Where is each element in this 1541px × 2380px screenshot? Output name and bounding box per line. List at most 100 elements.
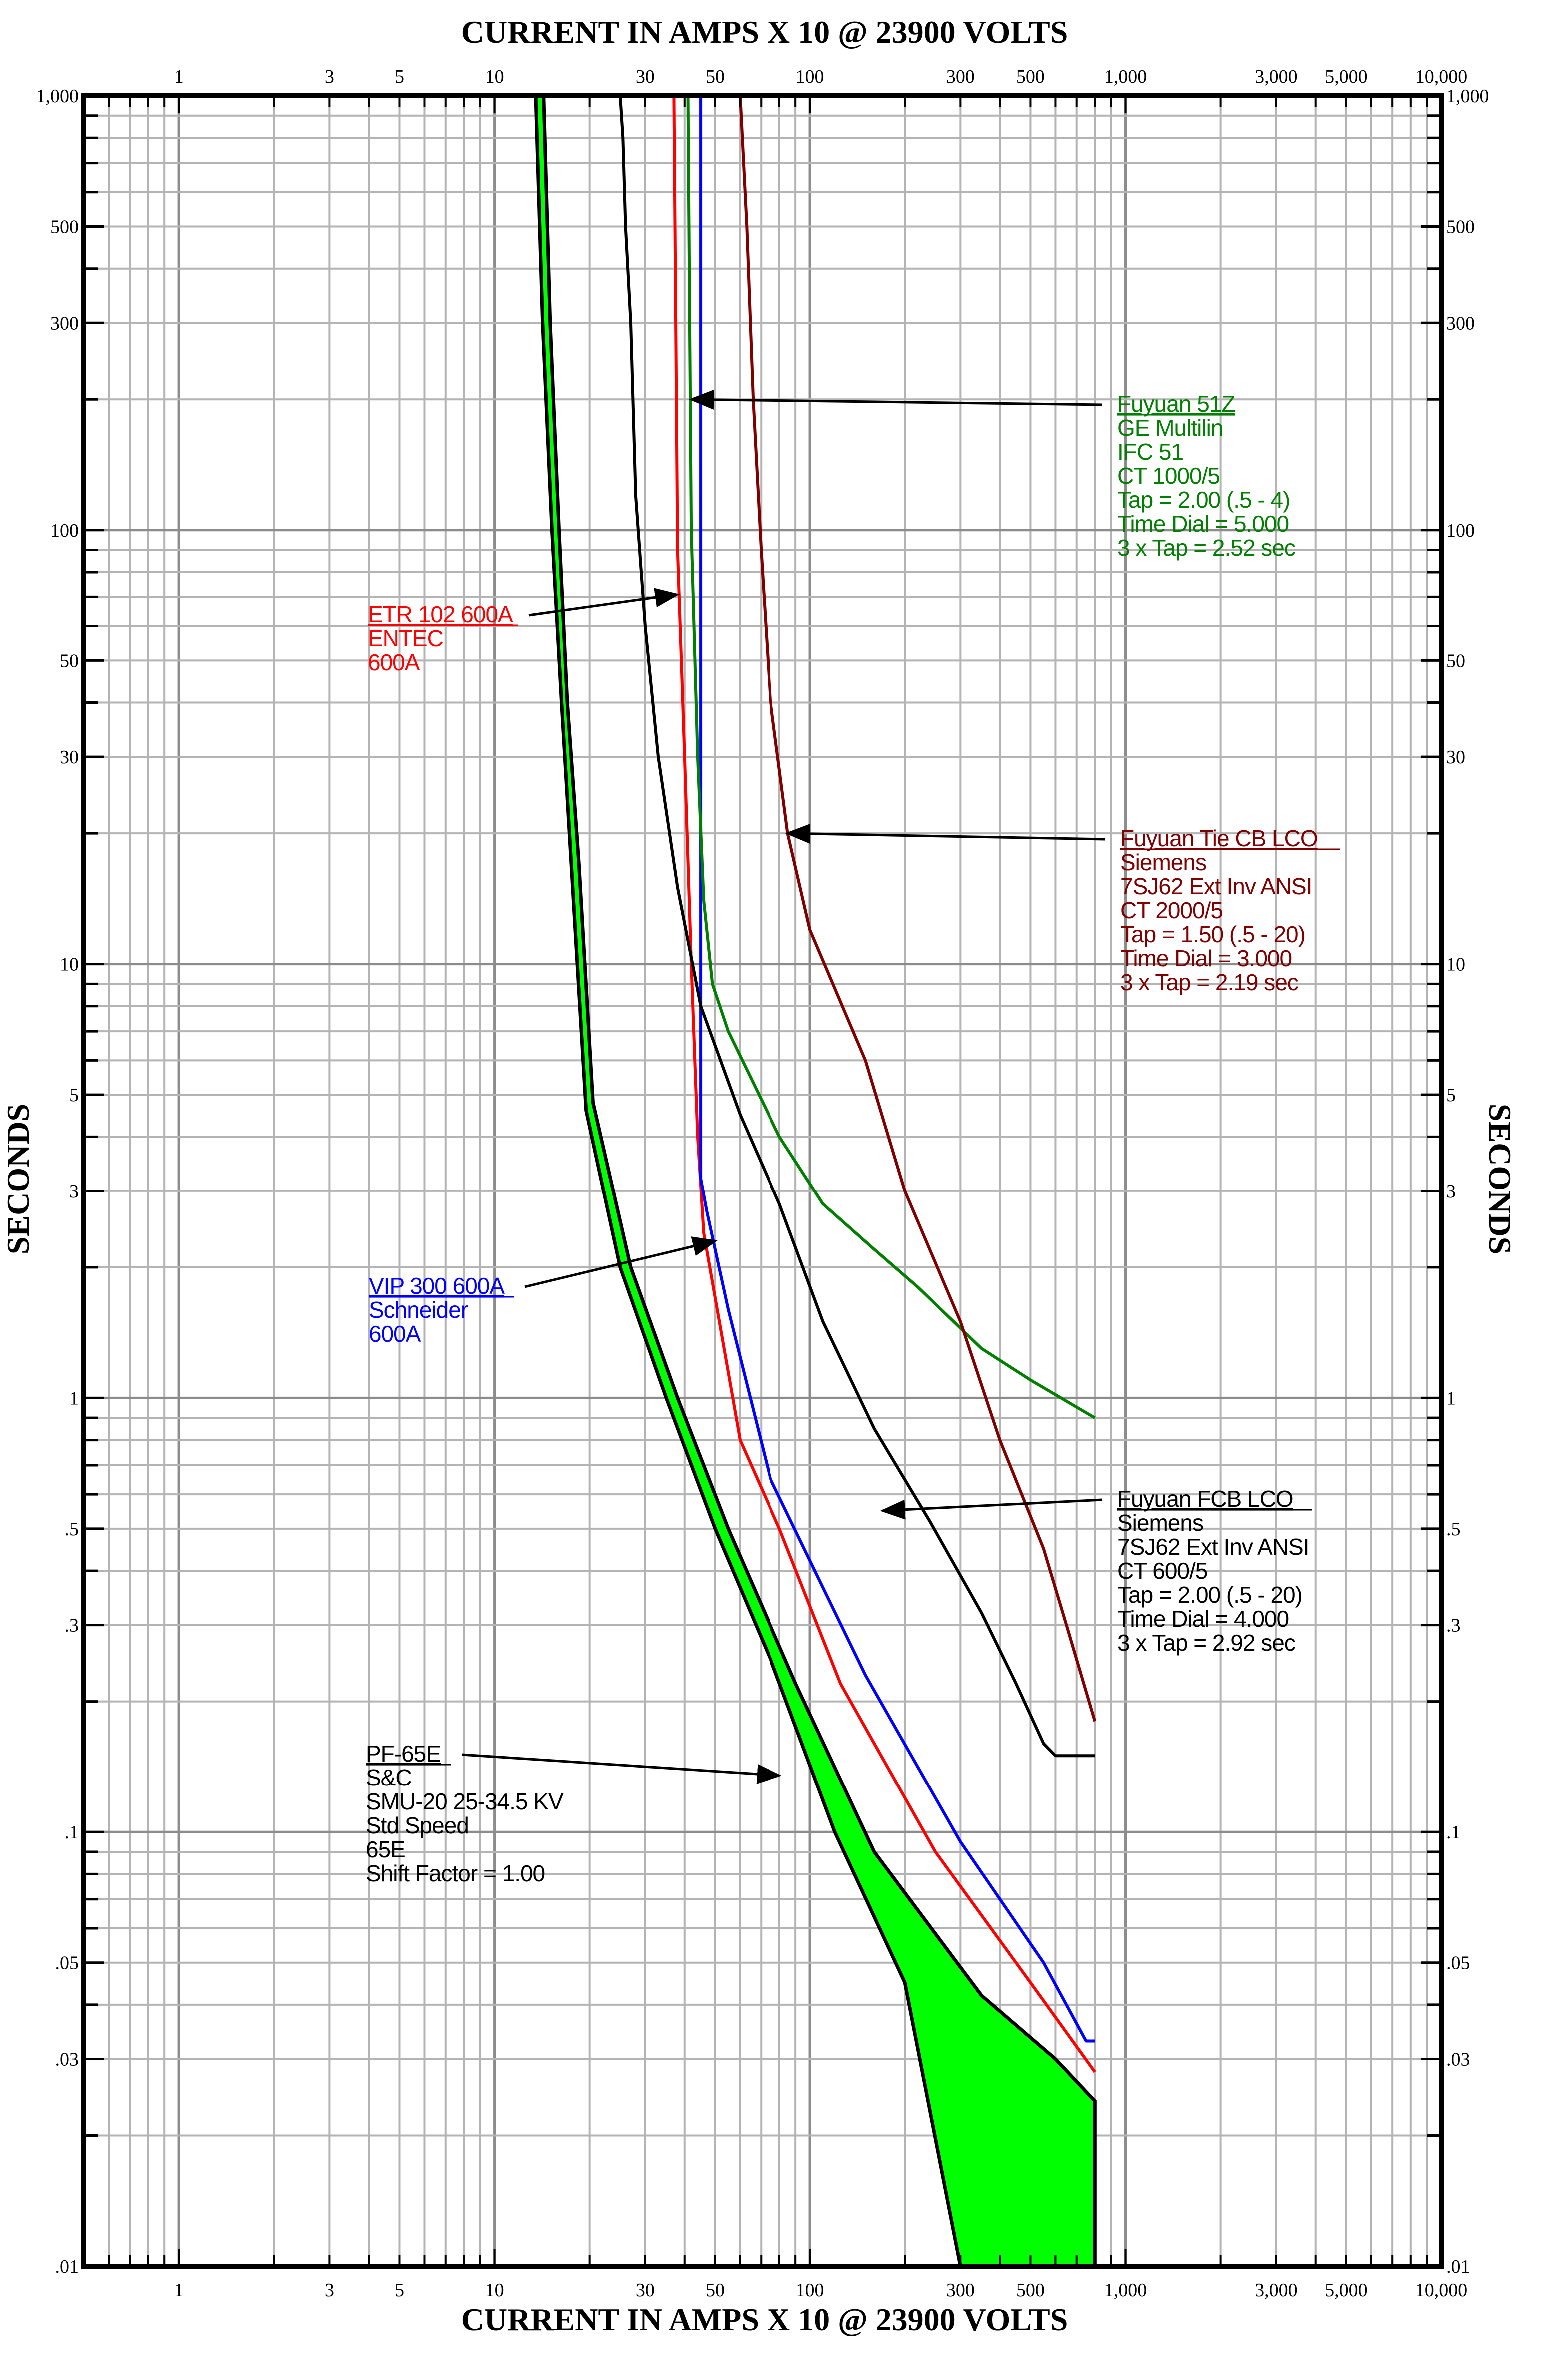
annotation-line: Time Dial = 4.000 xyxy=(1117,1606,1289,1632)
x-tick-label-bottom: 100 xyxy=(796,2280,824,2301)
x-tick-label-bottom: 10,000 xyxy=(1415,2280,1468,2301)
annotation-arrow xyxy=(461,1753,782,1784)
y-tick-label-right: 10 xyxy=(1446,954,1465,975)
annotation-line: Shift Factor = 1.00 xyxy=(366,1860,545,1886)
y-tick-label-left: 10 xyxy=(60,954,79,975)
x-tick-label-bottom: 500 xyxy=(1016,2280,1045,2301)
y-tick-label-right: .05 xyxy=(1446,1953,1470,1974)
annotation-line: 3 x Tap = 2.19 sec xyxy=(1120,969,1298,995)
annotation-line: Time Dial = 3.000 xyxy=(1120,945,1292,971)
x-tick-label-bottom: 10 xyxy=(485,2280,504,2301)
curve-etr-102-600a xyxy=(672,95,1096,2073)
annotation-line: GE Multilin xyxy=(1117,415,1223,441)
x-tick-label-top: 1 xyxy=(174,66,184,87)
x-tick-label-bottom: 5,000 xyxy=(1325,2280,1368,2301)
annotation-line: CT 1000/5 xyxy=(1117,463,1220,489)
annotation-arrow xyxy=(524,1236,718,1288)
annotation-line: Time Dial = 5.000 xyxy=(1117,511,1289,537)
x-tick-label-top: 3,000 xyxy=(1255,66,1298,87)
annotation-title: Fuyuan Tie CB LCO xyxy=(1120,825,1318,851)
x-tick-label-bottom: 50 xyxy=(706,2280,725,2301)
annotation-line: Tap = 2.00 (.5 - 20) xyxy=(1117,1582,1302,1608)
curve-fuyuan-fcb-lco xyxy=(618,95,1095,1758)
curve-layer xyxy=(618,95,1097,2073)
annotation-title: ETR 102 600A xyxy=(368,601,513,627)
annotation-line: IFC 51 xyxy=(1117,439,1183,465)
x-tick-label-top: 5,000 xyxy=(1325,66,1368,87)
x-tick-label-bottom: 1 xyxy=(174,2280,184,2301)
grid-lines xyxy=(83,94,1443,2268)
x-tick-label-top: 30 xyxy=(636,66,655,87)
y-tick-label-left: 300 xyxy=(50,313,79,334)
y-tick-label-right: 50 xyxy=(1446,650,1465,671)
y-tick-label-right: 100 xyxy=(1446,520,1475,541)
x-tick-label-bottom: 300 xyxy=(946,2280,975,2301)
fuse-min-melt-curve xyxy=(534,95,962,2267)
y-tick-label-right: 30 xyxy=(1446,747,1465,768)
y-tick-label-left: 30 xyxy=(60,747,79,768)
curve-fuyuan-tie-cb-lco xyxy=(739,95,1097,1722)
annotation-line: 600A xyxy=(369,1321,421,1347)
curve-fuyuan-51z xyxy=(686,95,1096,1419)
x-tick-label-top: 500 xyxy=(1016,66,1045,87)
annotation-line: 7SJ62 Ext Inv ANSI xyxy=(1117,1534,1309,1560)
annotation-title: Fuyuan 51Z xyxy=(1117,391,1235,417)
y-tick-label-right: 1,000 xyxy=(1446,86,1489,107)
y-tick-label-left: .1 xyxy=(65,1822,79,1843)
annotation-title: PF-65E xyxy=(366,1741,441,1767)
annotation-line: CT 600/5 xyxy=(1117,1558,1207,1584)
curve-vip-300-600a xyxy=(699,96,1095,2043)
x-tick-label-bottom: 3 xyxy=(325,2280,334,2301)
annotation-line: Tap = 2.00 (.5 - 4) xyxy=(1117,487,1290,513)
y-tick-label-left: .3 xyxy=(65,1615,79,1636)
fuse-band-fill xyxy=(535,96,1095,2266)
y-tick-label-right: .03 xyxy=(1446,2049,1470,2070)
fuse-total-clear-curve xyxy=(542,95,1097,2266)
y-tick-label-right: 300 xyxy=(1446,313,1475,334)
x-tick-label-bottom: 3,000 xyxy=(1255,2280,1298,2301)
top-axis-title: CURRENT IN AMPS X 10 @ 23900 VOLTS xyxy=(461,14,1068,50)
y-tick-label-right: .3 xyxy=(1446,1615,1461,1636)
x-tick-label-top: 10 xyxy=(485,66,504,87)
x-tick-label-top: 3 xyxy=(325,66,334,87)
y-tick-label-right: 5 xyxy=(1446,1085,1456,1106)
annotation-line: 65E xyxy=(366,1836,405,1862)
y-tick-label-left: 5 xyxy=(69,1085,79,1106)
annotation-line: Tap = 1.50 (.5 - 20) xyxy=(1120,921,1305,947)
annotation-title: Fuyuan FCB LCO xyxy=(1117,1486,1293,1512)
x-tick-label-top: 100 xyxy=(796,66,824,87)
y-tick-label-right: 500 xyxy=(1446,217,1475,238)
x-tick-label-bottom: 5 xyxy=(395,2280,404,2301)
x-tick-label-top: 5 xyxy=(395,66,404,87)
x-tick-label-top: 50 xyxy=(706,66,725,87)
plot-frame xyxy=(81,93,1444,2269)
y-tick-label-right: 1 xyxy=(1446,1388,1456,1409)
x-tick-label-top: 10,000 xyxy=(1415,66,1468,87)
x-tick-label-bottom: 1,000 xyxy=(1104,2280,1147,2301)
fuse-band-layer xyxy=(534,95,1097,2267)
y-tick-label-right: 3 xyxy=(1446,1181,1456,1202)
y-tick-label-left: .03 xyxy=(55,2049,79,2070)
y-tick-label-right: .1 xyxy=(1446,1822,1461,1843)
annotation-line: CT 2000/5 xyxy=(1120,897,1223,923)
y-tick-label-right: .01 xyxy=(1446,2256,1470,2277)
annotation-title: VIP 300 600A xyxy=(369,1273,505,1299)
annotation-arrow xyxy=(528,588,680,617)
tick-marks xyxy=(83,96,1441,2268)
annotation-line: Schneider xyxy=(369,1297,468,1323)
y-tick-label-left: 1 xyxy=(69,1388,79,1409)
right-axis-title: SECONDS xyxy=(1482,1104,1518,1254)
annotation-line: Std Speed xyxy=(366,1812,469,1838)
annotation-line: 7SJ62 Ext Inv ANSI xyxy=(1120,873,1312,899)
y-tick-label-left: .5 xyxy=(65,1519,79,1540)
y-tick-label-left: 50 xyxy=(60,650,79,671)
y-tick-label-left: .01 xyxy=(55,2256,79,2277)
x-tick-label-bottom: 30 xyxy=(636,2280,655,2301)
